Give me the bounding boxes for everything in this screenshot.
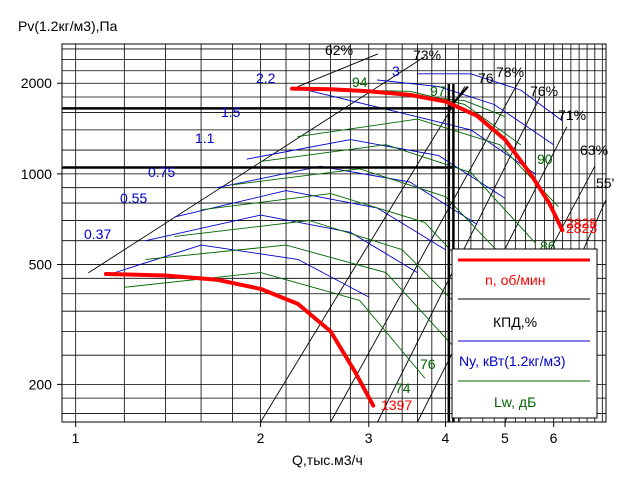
power-curve-label: 0.37 — [84, 226, 111, 242]
power-curve — [145, 214, 418, 274]
x-tick-label: 6 — [550, 430, 558, 446]
efficiency-ray-label: 78% — [496, 64, 524, 80]
speed-curve-label: 1397 — [381, 397, 412, 413]
x-axis-label: Q,тыс.м3/ч — [292, 452, 363, 468]
power-curve — [416, 73, 563, 122]
x-tick-label: 3 — [365, 430, 373, 446]
power-curve-label: 1.1 — [195, 130, 215, 146]
x-tick-label: 5 — [501, 430, 509, 446]
speed-curve-lower — [103, 272, 376, 408]
power-curve-label: 2.2 — [256, 70, 276, 86]
noise-curve-label: 74 — [395, 380, 411, 396]
noise-curve — [123, 272, 426, 379]
power-curve — [105, 244, 370, 298]
efficiency-ray-label: 62% — [325, 42, 353, 58]
power-curve — [377, 79, 555, 146]
noise-curve-label: 76 — [420, 356, 436, 372]
efficiency-ray-label: 71% — [558, 107, 586, 123]
efficiency-ray-label: 73% — [413, 47, 441, 63]
x-tick-label: 2 — [257, 430, 265, 446]
x-tick-label: 1 — [72, 430, 80, 446]
speed-curve-label: 2825 — [566, 220, 597, 236]
legend-box — [451, 248, 598, 419]
legend-label-noise: Lw, дБ — [494, 394, 536, 410]
power-curves — [105, 73, 563, 298]
efficiency-ray — [297, 53, 378, 88]
axis-ticks: 1 2 3 4 5 6 200 500 1000 2000 — [21, 75, 558, 446]
legend-label-speed: n, об/мин — [485, 272, 545, 288]
power-curve-label: 0.55 — [120, 190, 147, 206]
speed-curve-label: 2825 — [566, 215, 597, 231]
noise-curve — [260, 144, 536, 244]
legend: n, об/мин КПД,% Ny, кВт(1.2кг/м3) Lw, дБ — [451, 248, 598, 419]
curve-labels: 62% 73%76 78%76%71%63%55'0.370.550.751.11.… — [84, 42, 614, 413]
efficiency-ray-label: 76% — [530, 83, 558, 99]
speed-curve-upper — [290, 86, 565, 233]
y-tick-label: 200 — [29, 376, 53, 392]
efficiency-ray-label: 76 — [478, 70, 494, 86]
efficiency-ray — [330, 77, 522, 423]
y-tick-label: 1000 — [21, 166, 52, 182]
power-curve — [174, 190, 446, 251]
y-axis-label: Pv(1.2кг/м3),Па — [18, 18, 118, 34]
y-tick-label: 500 — [29, 257, 53, 273]
speed-curve — [103, 86, 565, 408]
noise-curve — [297, 118, 559, 207]
plot-frame — [61, 43, 607, 423]
x-tick-label: 4 — [442, 430, 450, 446]
efficiency-ray-label: 55' — [596, 175, 614, 191]
legend-label-power: Ny, кВт(1.2кг/м3) — [459, 353, 566, 369]
noise-curve — [232, 168, 511, 265]
noise-curve — [145, 244, 453, 346]
power-curve-label: 3 — [392, 63, 400, 79]
power-curve — [297, 87, 536, 175]
power-curve — [216, 165, 478, 225]
noise-curve-label: 97 — [430, 83, 446, 99]
noise-curve-label: 94 — [352, 74, 368, 90]
y-tick-label: 2000 — [21, 75, 52, 91]
efficiency-ray — [260, 86, 466, 423]
efficiency-ray-label: 63% — [580, 142, 608, 158]
legend-label-efficiency: КПД,% — [493, 314, 537, 330]
noise-curve — [174, 220, 472, 320]
power-curve-label: 0.75 — [148, 164, 175, 180]
noise-curve-label: 90 — [537, 151, 553, 167]
power-curve-label: 1.5 — [221, 104, 241, 120]
